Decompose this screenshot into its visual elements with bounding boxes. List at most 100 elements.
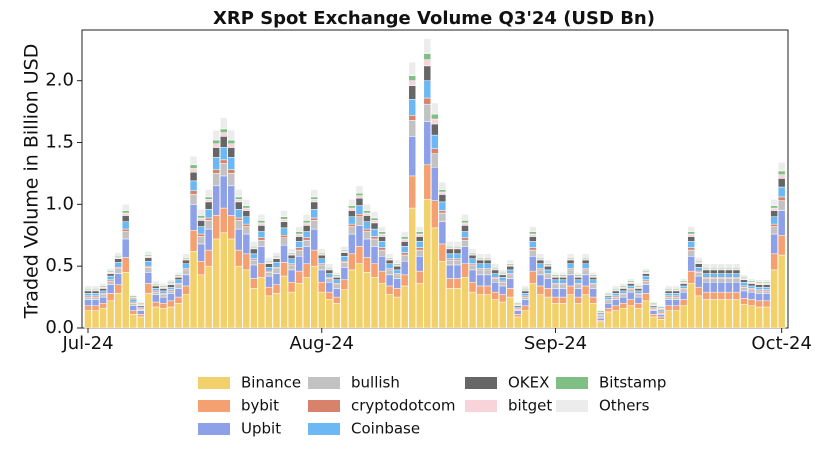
bar-segment: [182, 259, 190, 264]
bar-segment: [348, 207, 356, 211]
bar-segment: [529, 233, 537, 237]
bar-segment: [204, 217, 213, 221]
bar-segment: [84, 310, 92, 329]
bar-segment: [514, 314, 522, 318]
bar-segment: [121, 221, 130, 230]
bar-segment: [431, 134, 439, 149]
bar-segment: [265, 272, 273, 277]
bar-segment: [227, 215, 236, 240]
bar-segment: [287, 254, 296, 260]
bar-segment: [250, 253, 258, 260]
bar-segment: [468, 291, 477, 329]
bar-segment: [340, 246, 349, 251]
bar-segment: [559, 284, 567, 289]
bar-segment: [431, 227, 439, 329]
bar-segment: [204, 249, 213, 267]
bar-segment: [257, 220, 266, 224]
bar-segment: [461, 220, 469, 224]
bar-segment: [702, 291, 711, 300]
bar-segment: [91, 296, 100, 300]
bar-segment: [416, 226, 424, 232]
bar-segment: [137, 314, 145, 318]
bar-segment: [265, 295, 273, 329]
bar-segment: [295, 270, 303, 284]
bar-segment: [657, 319, 665, 329]
bar-segment: [212, 169, 220, 174]
bar-segment: [438, 260, 447, 329]
bar-segment: [408, 61, 416, 77]
bar-segment: [204, 265, 213, 329]
bar-segment: [770, 216, 778, 225]
bar-segment: [302, 277, 311, 329]
bar-segment: [272, 293, 281, 329]
bar-segment: [393, 259, 401, 264]
bar-segment: [400, 246, 409, 253]
bar-segment: [672, 290, 680, 294]
bar-segment: [491, 269, 499, 274]
bar-segment: [219, 175, 228, 209]
bar-segment: [257, 231, 266, 238]
bar-segment: [551, 277, 560, 281]
bar-segment: [770, 226, 778, 235]
bar-segment: [521, 310, 530, 329]
bar-segment: [91, 293, 100, 297]
bar-segment: [672, 305, 680, 311]
bar-segment: [317, 281, 326, 293]
bar-segment: [144, 267, 153, 273]
y-tick-label: 0.0: [45, 317, 74, 338]
bar-segment: [393, 269, 401, 274]
bar-segment: [694, 267, 703, 272]
bar-segment: [348, 210, 356, 217]
bar-segment: [159, 290, 168, 294]
bar-segment: [370, 238, 379, 247]
bar-segment: [91, 305, 100, 311]
bar-segment: [144, 293, 153, 329]
bar-segment: [408, 85, 416, 100]
bar-segment: [536, 253, 545, 258]
bar-segment: [114, 273, 122, 285]
bar-segment: [634, 288, 643, 292]
bar-segment: [657, 316, 665, 320]
bar-segment: [106, 275, 115, 281]
bar-segment: [634, 294, 643, 298]
bar-segment: [189, 164, 198, 169]
bar-segment: [302, 237, 311, 241]
bar-segment: [529, 283, 537, 329]
bar-segment: [84, 296, 92, 300]
bar-segment: [152, 294, 160, 303]
legend-label: Binance: [241, 374, 301, 392]
bar-segment: [280, 275, 288, 329]
bar-segment: [174, 277, 183, 281]
bar-segment: [106, 273, 115, 277]
bar-segment: [197, 209, 205, 216]
bar-segment: [498, 294, 507, 303]
bar-segment: [619, 307, 628, 329]
bar-segment: [544, 269, 552, 274]
bar-segment: [121, 210, 130, 214]
bar-segment: [468, 264, 477, 271]
bar-segment: [461, 222, 469, 226]
bar-segment: [159, 307, 168, 329]
bar-segment: [333, 296, 341, 304]
bar-segment: [476, 259, 484, 264]
bar-segment: [544, 296, 552, 329]
legend-label: bybit: [241, 397, 279, 415]
bar-segment: [664, 293, 673, 297]
bar-segment: [438, 243, 447, 262]
y-tick-label: 0.5: [45, 255, 74, 276]
bar-segment: [370, 220, 379, 224]
bar-segment: [529, 249, 537, 257]
bar-segment: [385, 269, 394, 276]
bar-segment: [642, 268, 650, 272]
bar-segment: [121, 204, 130, 211]
bar-segment: [431, 113, 439, 120]
bar-segment: [257, 213, 266, 221]
bar-segment: [717, 263, 726, 268]
bar-segment: [250, 264, 258, 279]
bar-segment: [235, 189, 243, 198]
bar-segment: [453, 264, 462, 279]
bar-segment: [551, 272, 560, 276]
legend-swatch: [198, 377, 230, 389]
bar-segment: [461, 213, 469, 221]
bar-segment: [679, 299, 688, 306]
